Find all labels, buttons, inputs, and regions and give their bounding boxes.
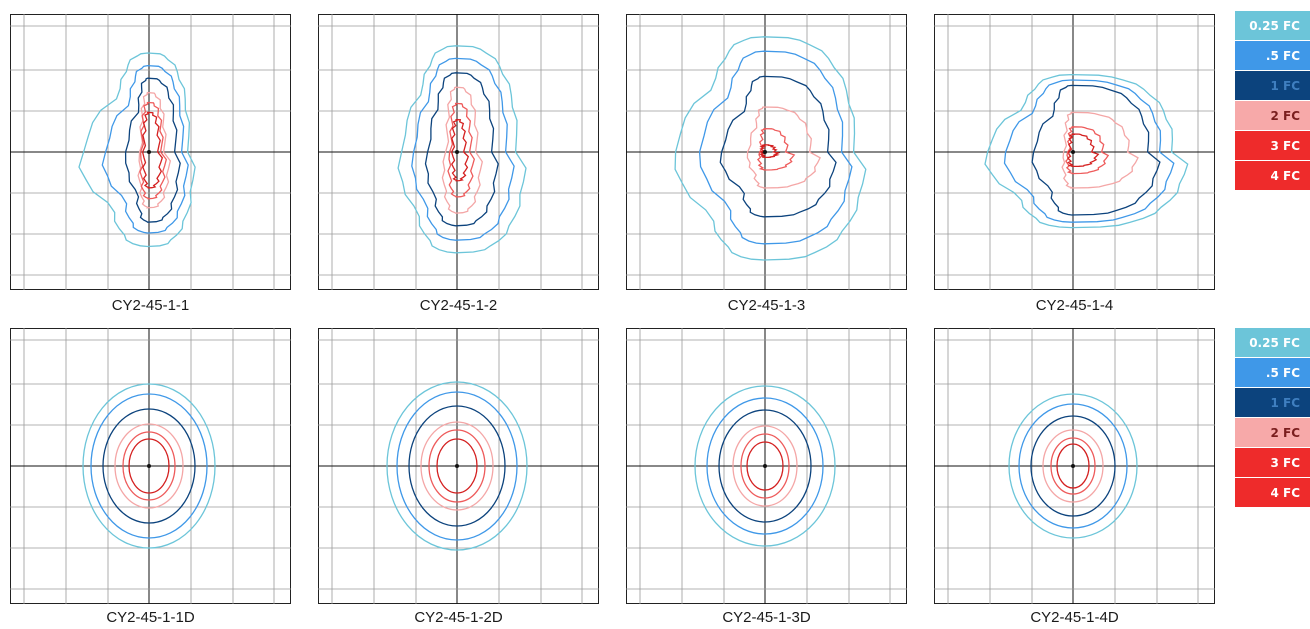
contour-0-5fc (396, 391, 518, 541)
contour-0-5fc (698, 50, 853, 245)
contour-0-5fc (411, 57, 515, 241)
contour-2fc (732, 425, 798, 507)
plot-panel-5 (10, 328, 291, 604)
legend-top: 0.25 FC .5 FC 1 FC 2 FC 3 FC 4 FC (1235, 11, 1310, 191)
contour-4fc (758, 144, 781, 159)
panel-caption: CY2-45-1-2D (414, 609, 503, 626)
contour-4fc (450, 118, 470, 182)
contour-1fc (1030, 415, 1116, 517)
contour-0-25fc (82, 383, 216, 549)
legend-item: 4 FC (1235, 161, 1310, 191)
contour-2fc (420, 421, 494, 511)
contour-1fc (1031, 84, 1161, 216)
legend-item: 2 FC (1235, 101, 1310, 131)
legend-item: 0.25 FC (1235, 11, 1310, 41)
contour-4fc (436, 438, 478, 494)
contour-0-25fc (386, 381, 528, 551)
contour-0-5fc (1003, 79, 1175, 223)
contour-0-25fc (78, 52, 196, 248)
plot-panel-4 (934, 14, 1215, 290)
isofootcandle-plot (10, 14, 291, 290)
contour-0-25fc (674, 36, 867, 261)
contour-1fc (719, 75, 837, 218)
fixture-marker (1071, 464, 1075, 468)
contour-3fc (139, 101, 168, 200)
contour-0-5fc (706, 397, 824, 535)
contour-2fc (137, 91, 172, 209)
contour-0-25fc (397, 45, 527, 254)
contour-1fc (408, 405, 506, 527)
contour-4fc (1056, 443, 1090, 489)
fixture-marker (147, 150, 151, 154)
contour-1fc (124, 77, 181, 223)
contour-2fc (114, 423, 184, 509)
contour-0-5fc (101, 64, 189, 234)
legend-item: 1 FC (1235, 71, 1310, 101)
panel-caption: CY2-45-1-3D (722, 609, 811, 626)
contour-3fc (428, 429, 486, 503)
contour-3fc (122, 431, 176, 501)
contour-3fc (1065, 126, 1110, 175)
legend-item: 3 FC (1235, 131, 1310, 161)
contour-0-25fc (694, 385, 836, 547)
isofootcandle-plot (318, 14, 599, 290)
legend-item: 3 FC (1235, 448, 1310, 478)
legend-item: 0.25 FC (1235, 328, 1310, 358)
legend-item: .5 FC (1235, 41, 1310, 71)
contour-0-25fc (1008, 393, 1138, 539)
plot-panel-7 (626, 328, 907, 604)
panel-caption: CY2-45-1-1 (111, 297, 190, 314)
isofootcandle-plot (318, 328, 599, 604)
contour-0-5fc (1018, 403, 1128, 529)
panel-caption: CY2-45-1-4 (1035, 297, 1114, 314)
contour-4fc (128, 438, 170, 494)
isofootcandle-plot (10, 328, 291, 604)
fixture-marker (1071, 150, 1075, 154)
contour-4fc (141, 111, 164, 189)
contour-1fc (102, 408, 196, 524)
legend-item: .5 FC (1235, 358, 1310, 388)
plot-panel-8 (934, 328, 1215, 604)
plot-panel-2 (318, 14, 599, 290)
isofootcandle-plot (934, 14, 1215, 290)
fixture-marker (147, 464, 151, 468)
fixture-marker (763, 150, 767, 154)
plot-panel-1 (10, 14, 291, 290)
contour-4fc (746, 441, 784, 491)
panel-caption: CY2-45-1-3 (727, 297, 806, 314)
legend-bottom: 0.25 FC .5 FC 1 FC 2 FC 3 FC 4 FC (1235, 328, 1310, 508)
contour-1fc (718, 409, 812, 523)
contour-3fc (447, 102, 476, 198)
fixture-marker (455, 150, 459, 154)
contour-0-5fc (90, 393, 208, 539)
contour-3fc (740, 433, 790, 499)
legend-item: 1 FC (1235, 388, 1310, 418)
fixture-marker (455, 464, 459, 468)
contour-2fc (1042, 429, 1104, 503)
contour-2fc (441, 86, 483, 214)
fixture-marker (763, 464, 767, 468)
contour-0-25fc (984, 73, 1189, 229)
panel-caption: CY2-45-1-4D (1030, 609, 1119, 626)
contour-2fc (746, 106, 821, 189)
panel-caption: CY2-45-1-2 (419, 297, 498, 314)
legend-item: 4 FC (1235, 478, 1310, 508)
legend-item: 2 FC (1235, 418, 1310, 448)
isofootcandle-plot (934, 328, 1215, 604)
plot-panel-6 (318, 328, 599, 604)
contour-2fc (1061, 111, 1139, 189)
panel-caption: CY2-45-1-1D (106, 609, 195, 626)
plot-panel-3 (626, 14, 907, 290)
isofootcandle-plot (626, 14, 907, 290)
contour-3fc (1050, 437, 1096, 495)
contour-4fc (1066, 133, 1100, 168)
contour-1fc (424, 72, 499, 227)
isofootcandle-plot (626, 328, 907, 604)
